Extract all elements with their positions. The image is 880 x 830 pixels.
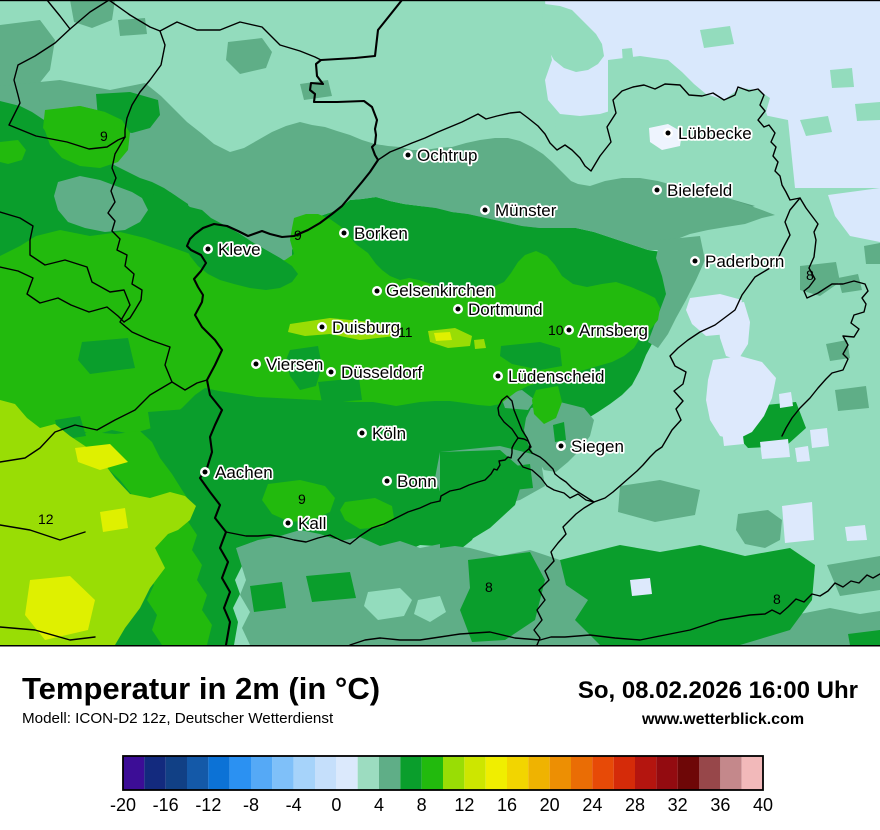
- svg-text:Köln: Köln: [372, 424, 406, 443]
- svg-text:-4: -4: [286, 795, 302, 815]
- svg-text:0: 0: [331, 795, 341, 815]
- svg-text:28: 28: [625, 795, 645, 815]
- svg-text:8: 8: [773, 591, 781, 607]
- svg-text:12: 12: [454, 795, 474, 815]
- svg-text:40: 40: [753, 795, 773, 815]
- svg-text:24: 24: [582, 795, 602, 815]
- svg-text:Aachen: Aachen: [215, 463, 273, 482]
- svg-text:8: 8: [417, 795, 427, 815]
- svg-text:Ochtrup: Ochtrup: [417, 146, 477, 165]
- svg-text:9: 9: [294, 227, 302, 243]
- svg-text:Münster: Münster: [495, 201, 557, 220]
- svg-text:Duisburg: Duisburg: [332, 318, 400, 337]
- svg-text:Gelsenkirchen: Gelsenkirchen: [386, 281, 495, 300]
- svg-text:-16: -16: [153, 795, 179, 815]
- svg-text:-12: -12: [195, 795, 221, 815]
- svg-text:Bielefeld: Bielefeld: [667, 181, 732, 200]
- svg-text:32: 32: [668, 795, 688, 815]
- svg-text:20: 20: [540, 795, 560, 815]
- svg-text:www.wetterblick.com: www.wetterblick.com: [641, 711, 804, 728]
- svg-text:Borken: Borken: [354, 224, 408, 243]
- svg-text:Lüdenscheid: Lüdenscheid: [508, 367, 604, 386]
- svg-text:-8: -8: [243, 795, 259, 815]
- svg-text:Kall: Kall: [298, 514, 326, 533]
- svg-text:Viersen: Viersen: [266, 355, 323, 374]
- svg-text:4: 4: [374, 795, 384, 815]
- svg-text:10: 10: [548, 322, 564, 338]
- svg-text:-20: -20: [110, 795, 136, 815]
- svg-text:Arnsberg: Arnsberg: [579, 321, 648, 340]
- svg-text:Düsseldorf: Düsseldorf: [341, 363, 423, 382]
- svg-text:Lübbecke: Lübbecke: [678, 124, 752, 143]
- svg-text:Bonn: Bonn: [397, 472, 437, 491]
- svg-text:11: 11: [398, 324, 413, 340]
- svg-text:36: 36: [710, 795, 730, 815]
- svg-text:12: 12: [38, 511, 54, 527]
- svg-text:Siegen: Siegen: [571, 437, 624, 456]
- svg-text:9: 9: [100, 128, 108, 144]
- svg-text:Paderborn: Paderborn: [705, 252, 784, 271]
- svg-text:16: 16: [497, 795, 517, 815]
- svg-text:Dortmund: Dortmund: [468, 300, 543, 319]
- svg-text:Modell: ICON-D2 12z, Deutscher: Modell: ICON-D2 12z, Deutscher Wetterdie…: [22, 710, 334, 727]
- svg-text:8: 8: [806, 267, 814, 283]
- svg-text:Temperatur in 2m (in °C): Temperatur in 2m (in °C): [22, 671, 380, 706]
- svg-text:9: 9: [298, 491, 306, 507]
- svg-text:So, 08.02.2026 16:00 Uhr: So, 08.02.2026 16:00 Uhr: [578, 677, 858, 704]
- svg-text:Kleve: Kleve: [218, 240, 261, 259]
- svg-text:8: 8: [485, 579, 493, 595]
